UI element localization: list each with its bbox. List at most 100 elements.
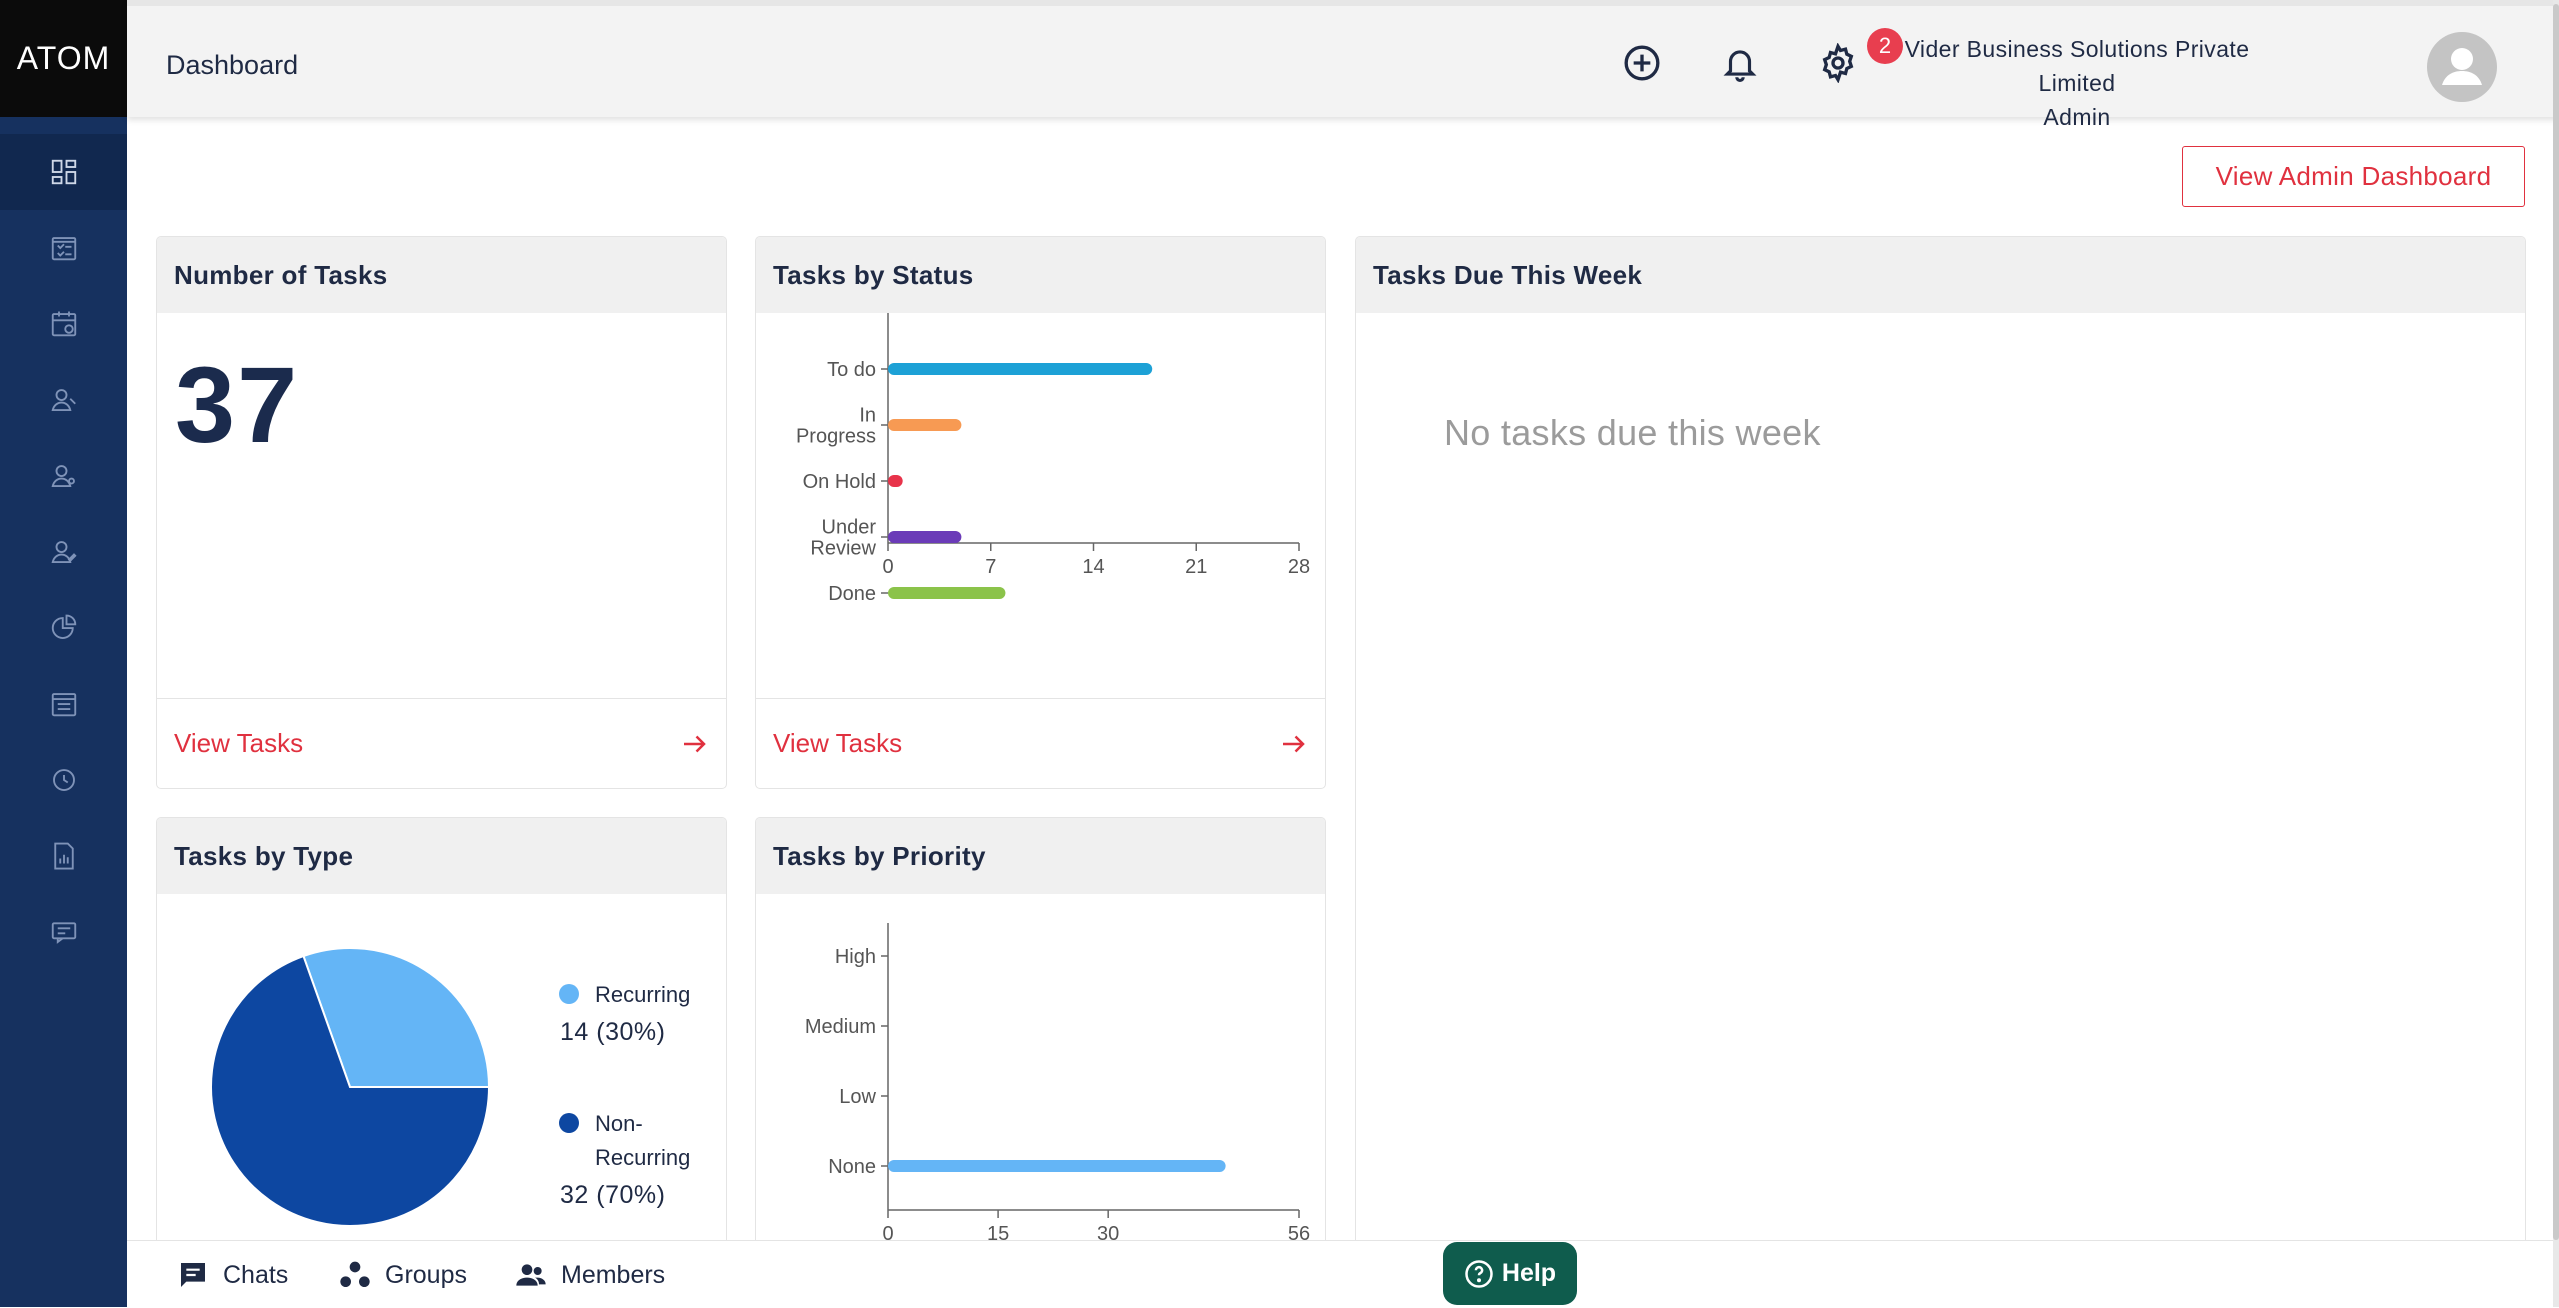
- sidebar: ATOM: [0, 0, 127, 1307]
- add-icon: [1624, 45, 1660, 81]
- category-label: On Hold: [803, 471, 876, 493]
- legend-value: 32 (70%): [560, 1181, 665, 1209]
- card-title: Tasks by Status: [756, 237, 1325, 313]
- sidebar-item-calendar[interactable]: [0, 286, 127, 362]
- category-label: Review: [810, 538, 876, 560]
- report-icon: [53, 842, 74, 870]
- notification-badge: 2: [1867, 28, 1903, 64]
- category-label: In: [859, 405, 876, 427]
- sidebar-item-checklist[interactable]: [0, 666, 127, 742]
- groups-label: Groups: [385, 1260, 467, 1289]
- x-tick-label: 56: [1288, 1223, 1310, 1245]
- category-label: Progress: [796, 426, 876, 448]
- sidebar-item-team[interactable]: [0, 514, 127, 590]
- view-tasks-label: View Tasks: [773, 728, 903, 758]
- bar: [888, 363, 1153, 375]
- avatar-icon: [2442, 48, 2482, 85]
- sidebar-item-analytics[interactable]: [0, 590, 127, 666]
- sidebar-item-dashboard[interactable]: [0, 134, 127, 210]
- chats-button[interactable]: Chats: [177, 1259, 288, 1291]
- x-tick-label: 15: [987, 1223, 1009, 1245]
- view-tasks-link[interactable]: View Tasks: [157, 698, 726, 788]
- legend-dot: [559, 984, 579, 1004]
- bar: [888, 419, 962, 431]
- task-list-icon: [51, 237, 76, 261]
- members-button[interactable]: Members: [515, 1259, 665, 1291]
- card-title: Tasks by Type: [157, 818, 726, 894]
- groups-button[interactable]: Groups: [339, 1259, 467, 1291]
- tasks-by-status-card: Tasks by Status 0 7 14 21 28 To do In Progress O…: [755, 236, 1326, 789]
- settings-button[interactable]: [1817, 42, 1859, 84]
- legend-label: Recurring: [595, 982, 690, 1007]
- x-tick-label: 0: [882, 1223, 893, 1245]
- category-label: High: [835, 946, 876, 968]
- legend-label: Non-: [595, 1111, 643, 1136]
- help-icon: [1465, 1259, 1493, 1288]
- scrollbar-thumb[interactable]: [2553, 4, 2559, 1240]
- members-icon: [516, 1264, 546, 1286]
- user-settings-icon: [51, 465, 75, 487]
- sidebar-item-timesheet[interactable]: [0, 742, 127, 818]
- checklist-icon: [51, 693, 76, 717]
- sidebar-item-reports[interactable]: [0, 818, 127, 894]
- page-title: Dashboard: [166, 50, 299, 80]
- view-tasks-label: View Tasks: [174, 728, 304, 758]
- legend-dot: [559, 1113, 579, 1133]
- sidebar-item-users[interactable]: [0, 438, 127, 514]
- top-bar: Dashboard 2 Vider Business Solutions Pri…: [127, 0, 2559, 130]
- category-label: Low: [839, 1086, 876, 1108]
- chat-icon: [51, 922, 76, 944]
- arrow-right-icon: [684, 735, 706, 752]
- chat-bubble-icon: [181, 1263, 205, 1287]
- logo-text: ATOM: [16, 40, 111, 76]
- sidebar-item-messages[interactable]: [0, 894, 127, 970]
- bar: [888, 475, 903, 487]
- bar: [888, 587, 1006, 599]
- members-label: Members: [561, 1260, 666, 1289]
- gear-icon: [1822, 43, 1854, 83]
- app-logo[interactable]: ATOM: [0, 0, 127, 117]
- groups-icon: [340, 1261, 370, 1287]
- chats-label: Chats: [223, 1260, 289, 1289]
- sidebar-item-tasks[interactable]: [0, 210, 127, 286]
- card-title: Tasks by Priority: [756, 818, 1325, 894]
- avatar[interactable]: [2427, 32, 2497, 102]
- user-role: Admin: [2043, 104, 2111, 130]
- legend-value: 14 (30%): [560, 1018, 665, 1046]
- legend-label: Recurring: [595, 1145, 690, 1170]
- user-edit-icon: [51, 541, 77, 563]
- tasks-by-type-chart: Recurring 14 (30%) Non- Recurring 32 (70%): [210, 947, 690, 1227]
- tasks-by-type-card: Tasks by Type Recurring 14 (30%) Non- Recur…: [156, 817, 727, 1257]
- clock-icon: [52, 769, 75, 791]
- pie-slice: [302, 947, 491, 1088]
- x-tick-label: 21: [1185, 556, 1207, 578]
- help-button[interactable]: Help: [1443, 1242, 1577, 1305]
- x-tick-label: 7: [985, 556, 996, 578]
- category-label: Medium: [805, 1016, 876, 1038]
- number-of-tasks-card: Number of Tasks 37 View Tasks: [156, 236, 727, 789]
- view-admin-dashboard-button[interactable]: View Admin Dashboard: [2182, 146, 2525, 207]
- task-count: 37: [175, 344, 300, 465]
- x-tick-label: 30: [1097, 1223, 1119, 1245]
- category-label: Under: [822, 517, 877, 539]
- sidebar-item-clients[interactable]: [0, 362, 127, 438]
- bar: [888, 1160, 1226, 1172]
- arrow-right-icon: [1283, 735, 1305, 752]
- pie-slice: [210, 954, 491, 1227]
- view-tasks-link[interactable]: View Tasks: [756, 698, 1325, 788]
- bell-icon: [1723, 50, 1757, 82]
- notifications-button[interactable]: [1719, 42, 1761, 84]
- category-label: None: [828, 1156, 876, 1178]
- pie-chart-icon: [51, 614, 76, 639]
- card-title: Number of Tasks: [157, 237, 726, 313]
- x-tick-label: 14: [1082, 556, 1104, 578]
- org-name: Vider Business Solutions Private Limited: [1904, 36, 2250, 96]
- dashboard-icon: [51, 159, 76, 185]
- add-button[interactable]: [1621, 42, 1663, 84]
- category-label: Done: [828, 583, 876, 605]
- calendar-clock-icon: [51, 311, 76, 337]
- org-info: Vider Business Solutions Private Limited…: [1877, 32, 2277, 134]
- bar: [888, 531, 962, 543]
- tasks-by-priority-card: Tasks by Priority 0 15 30 56 High Medium Low No…: [755, 817, 1326, 1257]
